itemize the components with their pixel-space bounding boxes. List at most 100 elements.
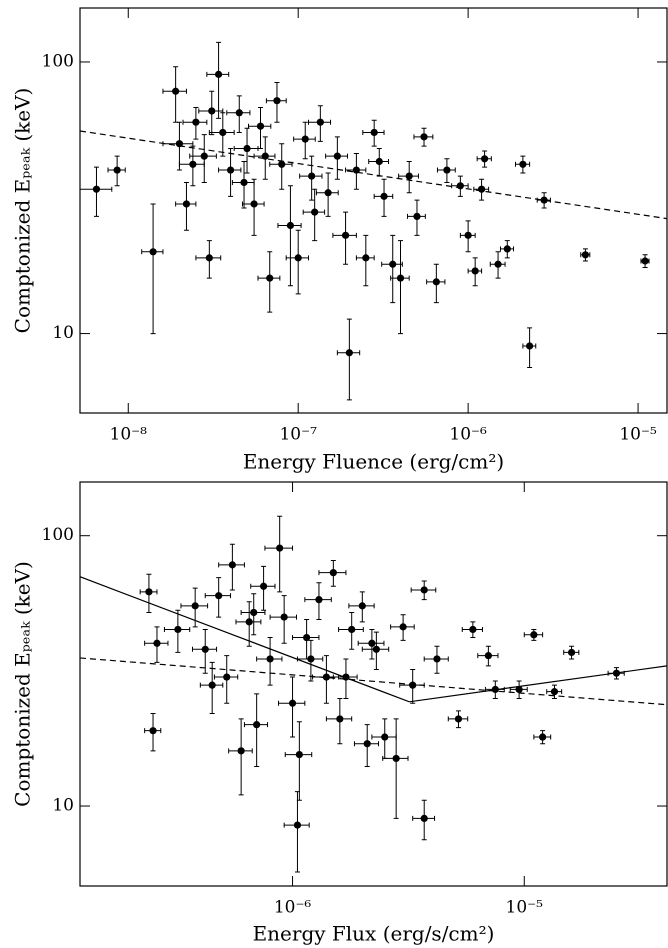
- data-point: [530, 631, 538, 639]
- data-point: [405, 172, 413, 180]
- y-error-bar: [295, 229, 301, 295]
- data-point: [273, 97, 281, 105]
- y-error-bar: [287, 185, 293, 287]
- data-point: [454, 715, 463, 723]
- data-point: [308, 172, 316, 180]
- data-point: [208, 107, 216, 115]
- points: [80, 41, 650, 401]
- data-point: [201, 645, 209, 653]
- x-axis-label: Energy Flux (erg/s/cm²): [253, 922, 495, 946]
- data-point: [443, 166, 451, 174]
- data-point: [641, 257, 649, 265]
- data-point: [276, 544, 284, 552]
- data-point: [515, 685, 523, 694]
- y-tick-label: 10: [52, 796, 74, 816]
- data-point: [189, 160, 197, 168]
- data-point: [399, 623, 407, 631]
- data-point: [322, 673, 331, 681]
- plot-frame: [79, 481, 668, 887]
- data-point: [266, 655, 274, 663]
- panel: 10⁻⁸ 10⁻⁷ 10⁻⁶ 10⁻⁵ 10 100 Energy Fluence (erg…: [11, 7, 668, 474]
- data-point: [250, 200, 258, 208]
- x-axis-label: Energy Fluence (erg/cm²): [243, 450, 504, 474]
- x-tick-label: 10⁻⁷: [279, 425, 317, 445]
- data-point: [149, 248, 157, 256]
- y-error-bar: [254, 693, 260, 768]
- data-point: [612, 669, 621, 677]
- data-point: [266, 274, 274, 282]
- data-point: [261, 152, 269, 160]
- data-point: [293, 821, 302, 829]
- data-point: [324, 189, 332, 197]
- data-point: [567, 648, 576, 657]
- x-tick-label: 10⁻⁵: [506, 898, 544, 918]
- data-point: [253, 721, 261, 729]
- data-point: [336, 715, 344, 723]
- data-point: [245, 618, 253, 626]
- data-point: [477, 185, 486, 193]
- data-point: [200, 152, 208, 160]
- data-point: [240, 178, 248, 187]
- data-point: [228, 561, 236, 569]
- data-point: [362, 254, 370, 262]
- data-point: [145, 588, 153, 596]
- data-point: [494, 260, 502, 268]
- data-point: [420, 586, 428, 594]
- data-point: [420, 814, 428, 822]
- data-point: [464, 231, 472, 239]
- data-point: [381, 733, 389, 741]
- data-point: [375, 157, 383, 166]
- data-point: [226, 166, 235, 174]
- plot-frame: [79, 7, 668, 414]
- data-point: [392, 754, 400, 763]
- data-point: [256, 122, 265, 130]
- data-point: [243, 144, 251, 153]
- data-point: [471, 267, 479, 275]
- model-line: [80, 130, 667, 220]
- data-point: [550, 688, 559, 696]
- y-tick-label: 100: [42, 525, 74, 545]
- data-point: [333, 152, 341, 160]
- data-point: [192, 118, 200, 126]
- data-point: [581, 251, 590, 259]
- data-point: [149, 727, 157, 735]
- x-tick-label: 10⁻⁶: [449, 425, 487, 445]
- data-point: [396, 274, 405, 282]
- data-point: [480, 155, 489, 163]
- data-point: [316, 118, 324, 126]
- data-point: [295, 750, 303, 759]
- data-point: [342, 673, 350, 681]
- y-error-bar: [296, 721, 302, 801]
- data-point: [219, 128, 227, 137]
- data-point: [358, 602, 366, 610]
- data-point: [113, 166, 121, 174]
- data-point: [223, 673, 231, 681]
- data-point: [433, 655, 441, 663]
- data-point: [182, 200, 191, 208]
- data-point: [469, 625, 477, 634]
- data-point: [237, 747, 245, 755]
- data-point: [519, 160, 527, 168]
- data-point: [352, 166, 360, 174]
- data-point: [380, 192, 388, 200]
- data-point: [250, 608, 258, 617]
- data-point: [540, 196, 548, 204]
- data-point: [348, 625, 356, 634]
- data-point: [294, 254, 302, 262]
- data-point: [345, 349, 353, 357]
- data-point: [491, 685, 499, 694]
- data-point: [175, 140, 184, 148]
- model-line: [80, 657, 667, 706]
- data-point: [205, 254, 213, 262]
- y-error-bar: [393, 718, 399, 819]
- data-point: [278, 160, 286, 168]
- y-error-bar: [290, 676, 296, 738]
- data-point: [368, 639, 376, 647]
- data-point: [301, 135, 309, 143]
- y-error-bar: [398, 240, 404, 335]
- data-point: [420, 133, 428, 141]
- data-point: [413, 212, 421, 221]
- y-error-bar: [150, 203, 156, 335]
- y-tick-label: 10: [52, 323, 74, 343]
